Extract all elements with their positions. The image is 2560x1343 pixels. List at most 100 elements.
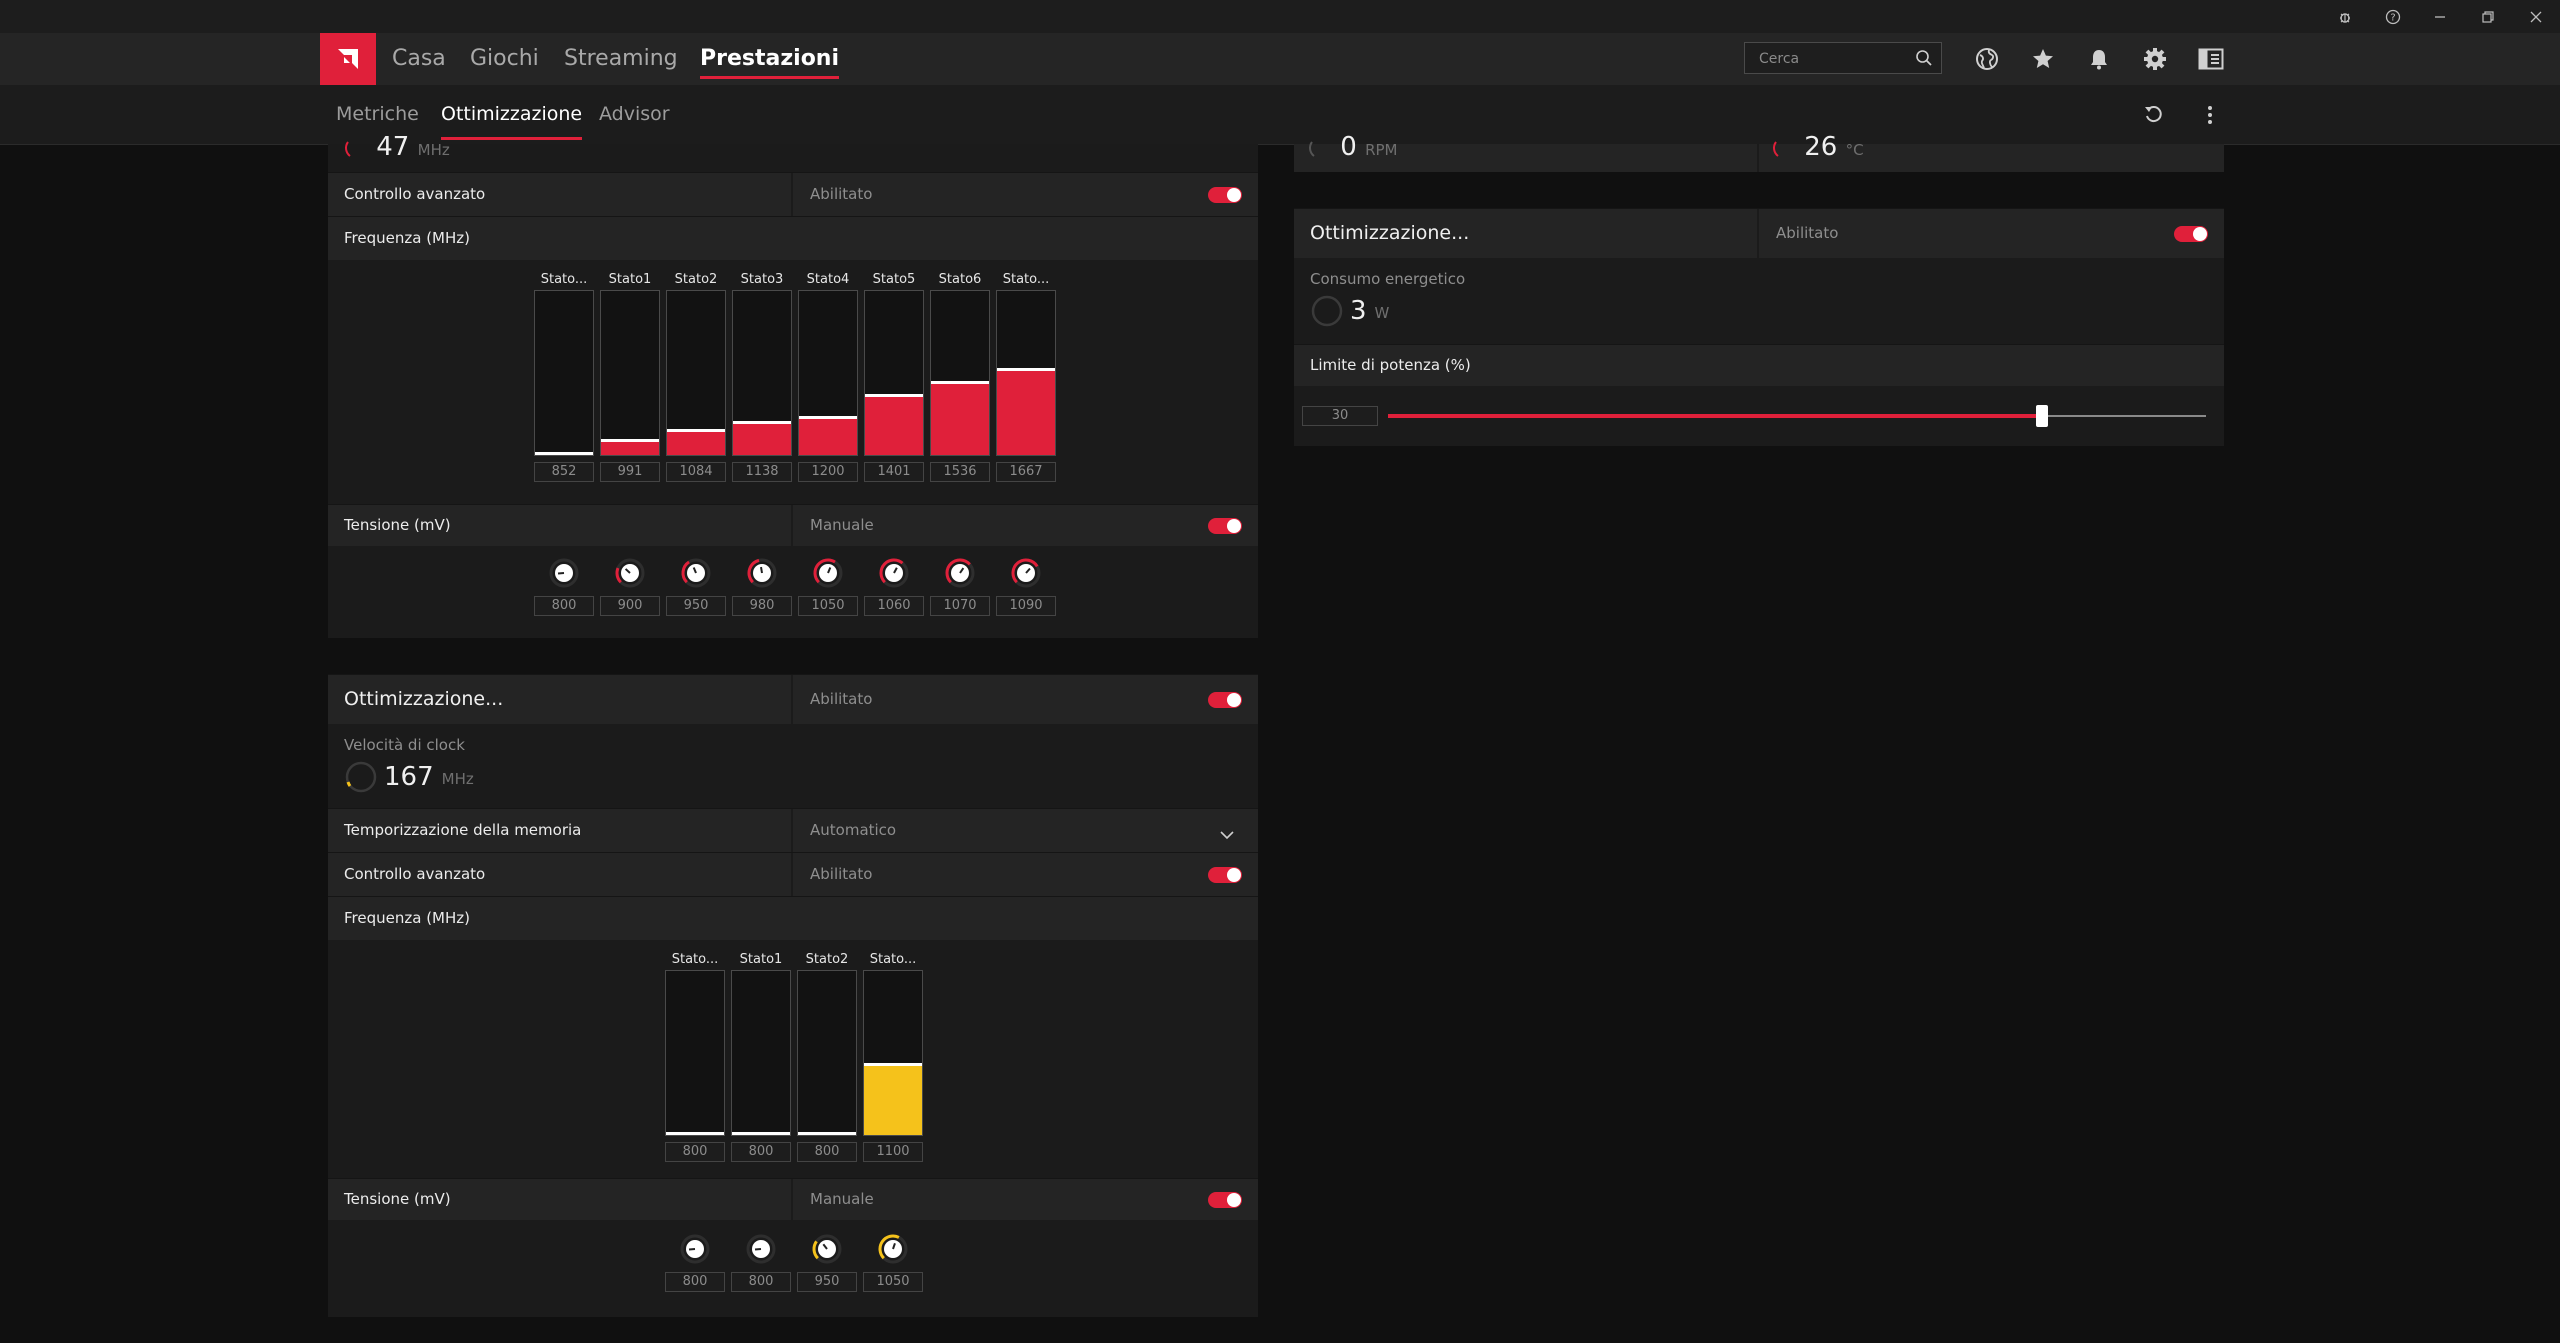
voltage-knob[interactable] [679,556,713,590]
voltage-knob[interactable] [877,556,911,590]
voltage-knob[interactable] [1009,556,1043,590]
frequency-bar[interactable] [731,970,791,1136]
amd-logo[interactable] [320,33,376,85]
voltage-value[interactable]: 1050 [863,1272,923,1292]
state-label: Stato2 [674,272,718,287]
clock-speed-metric: Velocità di clock 167 MHz [344,736,474,794]
voltage-knob[interactable] [678,1232,712,1266]
frequency-bar-fill [798,1131,856,1135]
power-consumption-value: 3 [1350,296,1367,326]
voltage-toggle[interactable] [1208,518,1242,534]
sidebar-panel-icon[interactable] [2197,45,2225,73]
voltage-value[interactable]: 950 [797,1272,857,1292]
search-input[interactable] [1745,43,1921,75]
voltage-value[interactable]: 980 [732,596,792,616]
reset-icon[interactable] [2140,101,2168,129]
voltage-value[interactable]: 800 [534,596,594,616]
frequency-bar[interactable] [930,290,990,456]
frequency-bar[interactable] [864,290,924,456]
frequency-bar[interactable] [666,290,726,456]
subtab-advisor[interactable]: Advisor [599,103,670,125]
voltage-value[interactable]: 800 [731,1272,791,1292]
frequency-value[interactable]: 1138 [732,462,792,482]
frequency-value[interactable]: 800 [731,1142,791,1162]
restore-icon[interactable] [2464,0,2512,33]
frequency-bar[interactable] [665,970,725,1136]
more-options-icon[interactable] [2196,101,2224,129]
memory-timing-value[interactable]: Automatico [810,821,897,839]
voltage-knob[interactable] [613,556,647,590]
bug-icon[interactable] [2321,0,2369,33]
frequency-bar-fill [535,451,593,455]
voltage-value[interactable]: 950 [666,596,726,616]
voltage-knob[interactable] [547,556,581,590]
notifications-icon[interactable] [2085,45,2113,73]
power-tuning-toggle[interactable] [2174,226,2208,242]
frequency-bar[interactable] [863,970,923,1136]
frequency-bar[interactable] [534,290,594,456]
row-separator [791,173,793,216]
tab-prestazioni[interactable]: Prestazioni [700,33,840,85]
frequency-bar[interactable] [797,970,857,1136]
row-separator [791,505,793,546]
voltage-knob[interactable] [810,1232,844,1266]
memory-tuning-toggle[interactable] [1208,692,1242,708]
voltage-knob[interactable] [745,556,779,590]
tab-giochi[interactable]: Giochi [470,46,539,71]
memory-tuning-panel: Ottimizzazione... Abilitato Velocità di … [328,674,1258,1317]
subtab-ottimizzazione[interactable]: Ottimizzazione [441,85,583,144]
frequency-value[interactable]: 1100 [863,1142,923,1162]
memory-frequency-row: Frequenza (MHz) [328,896,1258,940]
voltage-value[interactable]: 800 [665,1272,725,1292]
frequency-value[interactable]: 1084 [666,462,726,482]
frequency-value[interactable]: 852 [534,462,594,482]
sub-navigation: Metriche Ottimizzazione Advisor [0,85,2560,145]
star-icon[interactable] [2029,45,2057,73]
power-limit-input[interactable]: 30 [1302,406,1378,426]
search-icon[interactable] [1915,49,1933,71]
voltage-knob[interactable] [811,556,845,590]
voltage-value[interactable]: 1050 [798,596,858,616]
minimize-icon[interactable] [2416,0,2464,33]
partial-unit: MHz [417,141,450,159]
voltage-knob[interactable] [943,556,977,590]
frequency-bar[interactable] [996,290,1056,456]
fan-speed-value: 0 [1340,132,1357,162]
frequency-bar[interactable] [732,290,792,456]
tab-casa[interactable]: Casa [392,46,446,71]
globe-icon[interactable] [1973,45,2001,73]
state-label: Stato... [869,952,917,967]
voltage-value[interactable]: 900 [600,596,660,616]
clock-speed-value: 167 [384,762,434,792]
settings-icon[interactable] [2141,45,2169,73]
voltage-knob[interactable] [876,1232,910,1266]
voltage-knob[interactable] [744,1232,778,1266]
subtab-metriche[interactable]: Metriche [336,103,419,125]
chevron-down-icon[interactable] [1220,825,1234,844]
voltage-value[interactable]: 1060 [864,596,924,616]
help-icon[interactable]: ? [2369,0,2417,33]
state-label: Stato1 [608,272,652,287]
frequency-bar-fill [931,381,989,455]
frequency-value[interactable]: 800 [665,1142,725,1162]
tab-streaming[interactable]: Streaming [564,46,678,71]
frequency-value[interactable]: 1401 [864,462,924,482]
frequency-bar[interactable] [600,290,660,456]
frequency-value[interactable]: 800 [797,1142,857,1162]
memory-advanced-control-toggle[interactable] [1208,867,1242,883]
frequency-bar[interactable] [798,290,858,456]
power-limit-slider[interactable] [1388,405,2206,427]
frequency-value[interactable]: 991 [600,462,660,482]
power-limit-slider-thumb[interactable] [2036,405,2049,427]
memory-voltage-toggle[interactable] [1208,1192,1242,1208]
memory-timing-row[interactable]: Temporizzazione della memoria Automatico [328,808,1258,852]
close-icon[interactable] [2512,0,2560,33]
frequency-value[interactable]: 1667 [996,462,1056,482]
voltage-value[interactable]: 1090 [996,596,1056,616]
temperature-gauge-icon [1772,136,1796,160]
frequency-value[interactable]: 1536 [930,462,990,482]
voltage-value[interactable]: 1070 [930,596,990,616]
advanced-control-value: Abilitato [810,185,873,203]
frequency-value[interactable]: 1200 [798,462,858,482]
advanced-control-toggle[interactable] [1208,187,1242,203]
